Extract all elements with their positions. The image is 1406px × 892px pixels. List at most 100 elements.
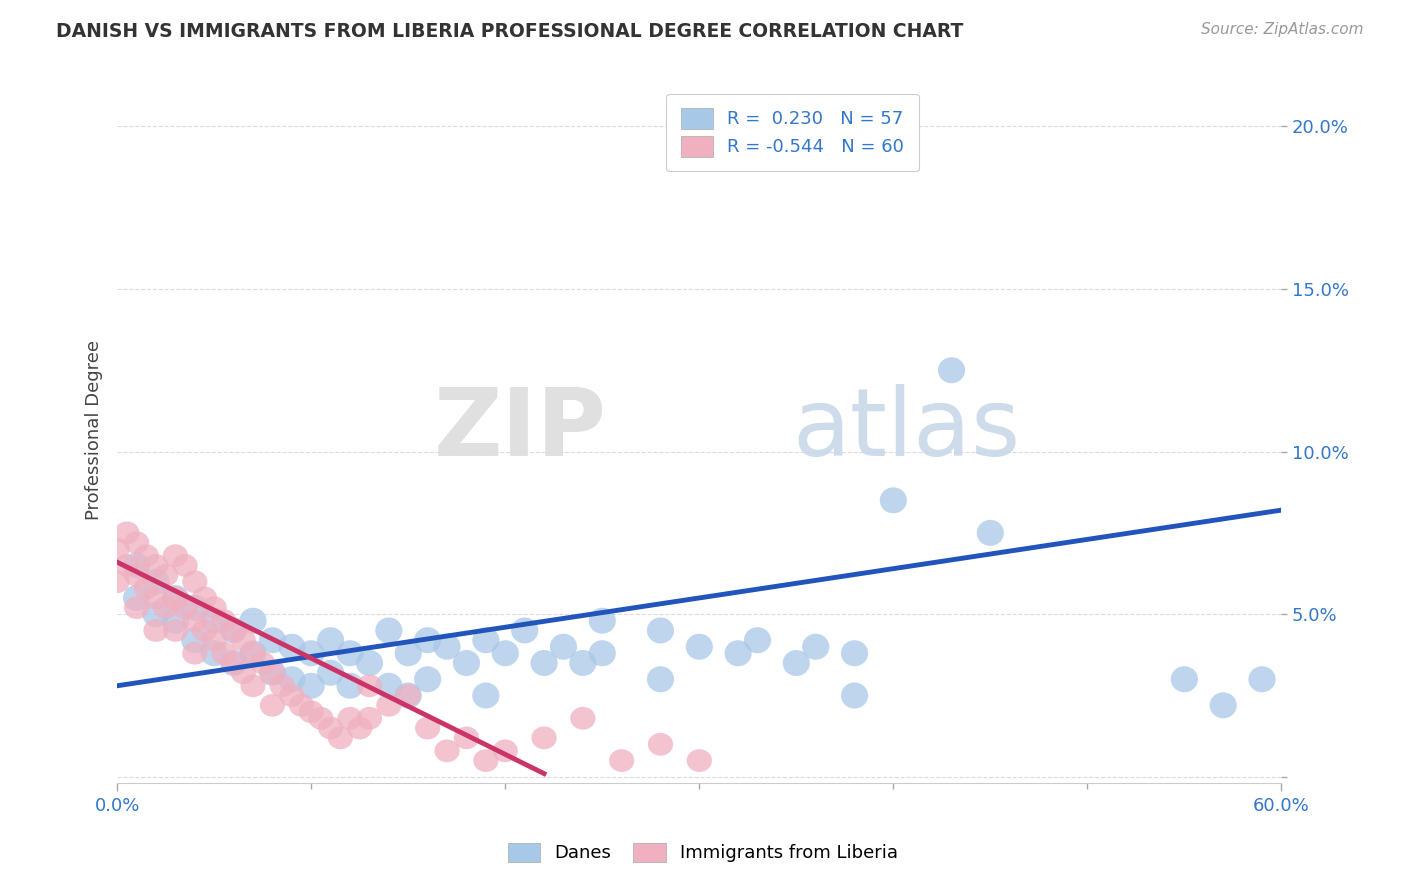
Ellipse shape	[880, 487, 907, 514]
Ellipse shape	[231, 629, 256, 652]
Ellipse shape	[395, 684, 420, 707]
Ellipse shape	[569, 650, 596, 676]
Ellipse shape	[530, 650, 558, 676]
Ellipse shape	[219, 617, 247, 643]
Y-axis label: Professional Degree: Professional Degree	[86, 341, 103, 520]
Ellipse shape	[153, 564, 179, 587]
Ellipse shape	[803, 633, 830, 660]
Ellipse shape	[162, 607, 188, 633]
Ellipse shape	[375, 673, 402, 698]
Ellipse shape	[278, 666, 305, 692]
Ellipse shape	[453, 650, 479, 676]
Ellipse shape	[134, 577, 159, 599]
Ellipse shape	[124, 564, 149, 587]
Ellipse shape	[415, 716, 440, 739]
Text: ZIP: ZIP	[433, 384, 606, 476]
Ellipse shape	[647, 617, 673, 643]
Ellipse shape	[298, 700, 323, 723]
Ellipse shape	[278, 633, 305, 660]
Ellipse shape	[201, 607, 228, 633]
Ellipse shape	[337, 707, 363, 730]
Text: DANISH VS IMMIGRANTS FROM LIBERIA PROFESSIONAL DEGREE CORRELATION CHART: DANISH VS IMMIGRANTS FROM LIBERIA PROFES…	[56, 22, 963, 41]
Ellipse shape	[104, 570, 129, 593]
Ellipse shape	[221, 652, 246, 674]
Ellipse shape	[114, 522, 139, 544]
Ellipse shape	[162, 585, 188, 611]
Ellipse shape	[191, 587, 217, 609]
Ellipse shape	[686, 749, 711, 772]
Ellipse shape	[413, 627, 441, 653]
Ellipse shape	[357, 707, 382, 730]
Ellipse shape	[201, 597, 226, 619]
Ellipse shape	[288, 694, 314, 716]
Ellipse shape	[647, 666, 673, 692]
Ellipse shape	[181, 627, 208, 653]
Ellipse shape	[377, 694, 402, 716]
Ellipse shape	[589, 640, 616, 666]
Ellipse shape	[221, 619, 246, 642]
Ellipse shape	[512, 617, 538, 643]
Ellipse shape	[211, 642, 236, 665]
Ellipse shape	[589, 607, 616, 633]
Ellipse shape	[318, 716, 343, 739]
Ellipse shape	[240, 674, 266, 698]
Ellipse shape	[143, 587, 169, 609]
Ellipse shape	[270, 674, 295, 698]
Ellipse shape	[181, 595, 208, 621]
Ellipse shape	[395, 640, 422, 666]
Ellipse shape	[173, 597, 198, 619]
Ellipse shape	[571, 707, 596, 730]
Ellipse shape	[143, 554, 169, 577]
Text: Source: ZipAtlas.com: Source: ZipAtlas.com	[1201, 22, 1364, 37]
Ellipse shape	[841, 640, 868, 666]
Ellipse shape	[1249, 666, 1275, 692]
Ellipse shape	[122, 585, 150, 611]
Ellipse shape	[142, 601, 170, 627]
Ellipse shape	[474, 749, 499, 772]
Ellipse shape	[142, 569, 170, 595]
Ellipse shape	[434, 739, 460, 763]
Ellipse shape	[492, 640, 519, 666]
Ellipse shape	[357, 674, 382, 698]
Ellipse shape	[163, 587, 188, 609]
Ellipse shape	[648, 733, 673, 756]
Ellipse shape	[231, 661, 256, 684]
Ellipse shape	[316, 660, 344, 686]
Ellipse shape	[219, 650, 247, 676]
Ellipse shape	[724, 640, 752, 666]
Ellipse shape	[356, 650, 382, 676]
Ellipse shape	[240, 642, 266, 665]
Ellipse shape	[328, 726, 353, 749]
Ellipse shape	[173, 554, 198, 577]
Ellipse shape	[201, 629, 226, 652]
Ellipse shape	[938, 357, 965, 384]
Ellipse shape	[260, 661, 285, 684]
Ellipse shape	[336, 673, 364, 698]
Ellipse shape	[550, 633, 576, 660]
Ellipse shape	[609, 749, 634, 772]
Ellipse shape	[316, 627, 344, 653]
Ellipse shape	[298, 640, 325, 666]
Ellipse shape	[143, 619, 169, 642]
Ellipse shape	[744, 627, 770, 653]
Ellipse shape	[472, 682, 499, 708]
Legend: Danes, Immigrants from Liberia: Danes, Immigrants from Liberia	[501, 836, 905, 870]
Ellipse shape	[977, 520, 1004, 546]
Ellipse shape	[250, 652, 276, 674]
Ellipse shape	[472, 627, 499, 653]
Ellipse shape	[122, 552, 150, 578]
Ellipse shape	[841, 682, 868, 708]
Ellipse shape	[336, 640, 364, 666]
Ellipse shape	[298, 673, 325, 698]
Ellipse shape	[347, 716, 373, 739]
Ellipse shape	[308, 707, 333, 730]
Ellipse shape	[531, 726, 557, 749]
Ellipse shape	[124, 597, 149, 619]
Ellipse shape	[260, 694, 285, 716]
Ellipse shape	[413, 666, 441, 692]
Ellipse shape	[183, 570, 208, 593]
Ellipse shape	[163, 544, 188, 567]
Text: atlas: atlas	[793, 384, 1021, 476]
Ellipse shape	[686, 633, 713, 660]
Ellipse shape	[211, 609, 236, 632]
